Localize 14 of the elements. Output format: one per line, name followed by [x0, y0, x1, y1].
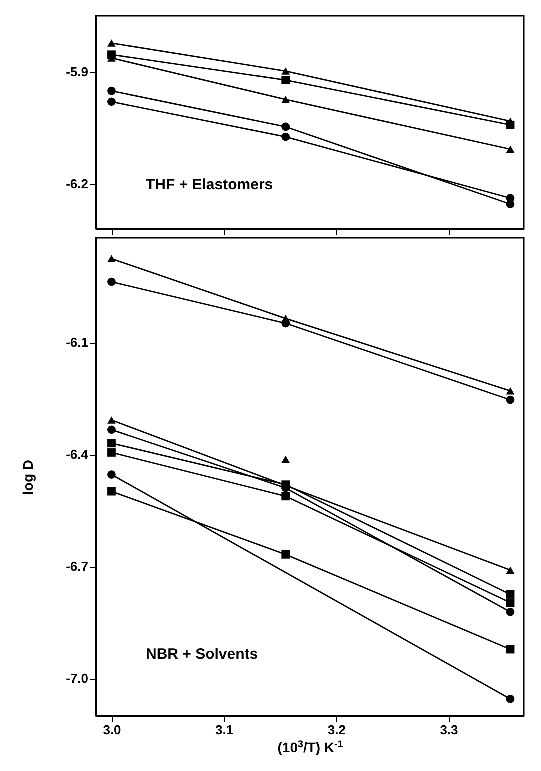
- y-tick-label: -6.1: [66, 335, 88, 350]
- x-tick-label: 3.3: [440, 722, 458, 738]
- x-axis-title: (10$^{3}$/T) K$^{-1}$: [278, 739, 344, 756]
- y-tick-label: -5.9: [66, 64, 88, 80]
- y-tick-label: -6.7: [66, 559, 88, 574]
- x-tick-label: 3.0: [103, 722, 122, 738]
- annotation: THF + Elastomers: [146, 176, 274, 194]
- x-tick-label: 3.1: [216, 722, 234, 738]
- y-tick-label: -6.4: [66, 447, 90, 462]
- y-tick-label: -6.2: [66, 176, 88, 192]
- y-axis-title: log D: [20, 460, 36, 495]
- annotation: NBR + Solvents: [146, 646, 258, 663]
- x-tick-label: 3.2: [328, 722, 346, 738]
- y-tick-label: -7.0: [66, 671, 88, 686]
